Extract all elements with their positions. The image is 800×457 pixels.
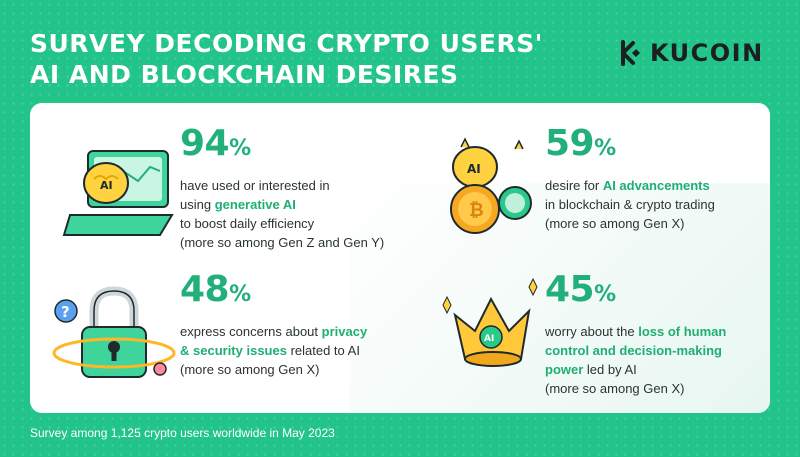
stat-value: 45% xyxy=(545,269,616,310)
card-decoration xyxy=(350,183,770,413)
footer-note: Survey among 1,125 crypto users worldwid… xyxy=(30,426,335,440)
kucoin-logo-icon xyxy=(621,40,640,66)
svg-text:₿: ₿ xyxy=(469,200,484,221)
title-line-2: AI AND BLOCKCHAIN DESIRES xyxy=(30,60,459,89)
stat-privacy-security: 48% express concerns about privacy & sec… xyxy=(180,271,367,379)
stats-card: AI 94% have used or interested in using … xyxy=(30,103,770,413)
svg-text:AI: AI xyxy=(484,334,494,344)
stat-description: express concerns about privacy & securit… xyxy=(180,324,368,377)
page-title: SURVEY DECODING CRYPTO USERS' AI AND BLO… xyxy=(30,28,543,90)
svg-text:AI: AI xyxy=(467,162,481,176)
svg-text:AI: AI xyxy=(100,179,113,192)
kucoin-logo: KUCOIN xyxy=(614,38,764,68)
stat-value: 59% xyxy=(545,123,616,164)
stat-value: 48% xyxy=(180,269,251,310)
ai-brain-coins-icon: AI ₿ xyxy=(450,137,532,234)
stat-value: 94% xyxy=(180,123,251,164)
stat-description: have used or interested in using generat… xyxy=(180,178,385,250)
logo-text: KUCOIN xyxy=(650,39,764,67)
title-line-1: SURVEY DECODING CRYPTO USERS' xyxy=(30,29,543,58)
ai-crown-icon: AI xyxy=(442,277,538,367)
stat-description: worry about the loss of human control an… xyxy=(545,324,727,396)
stat-ai-advancements: 59% desire for AI advancements in blockc… xyxy=(545,125,715,233)
svg-text:?: ? xyxy=(61,303,70,321)
laptop-ai-brain-icon: AI xyxy=(62,150,174,236)
stat-loss-of-control: 45% worry about the loss of human contro… xyxy=(545,271,726,398)
stat-generative-ai: 94% have used or interested in using gen… xyxy=(180,125,384,252)
stat-description: desire for AI advancements in blockchain… xyxy=(545,178,715,231)
padlock-icon: ? xyxy=(52,286,176,378)
